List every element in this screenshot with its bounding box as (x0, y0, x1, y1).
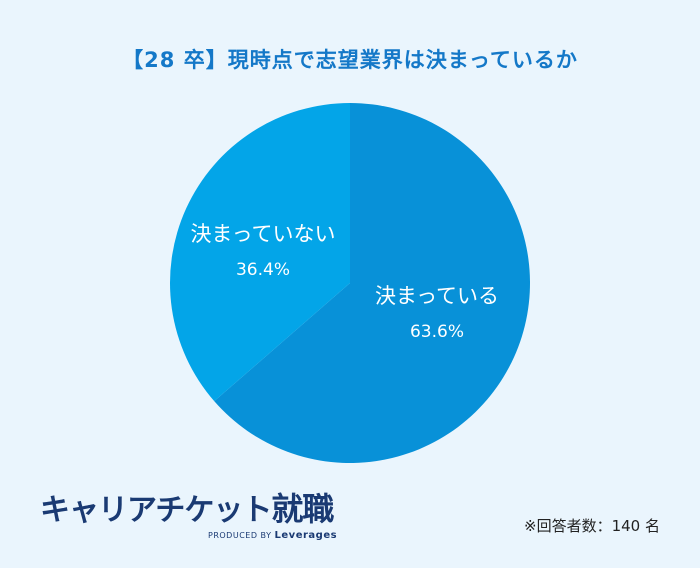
pie-slice-1 (214, 103, 531, 463)
logo-suffix-text: 就職 (271, 490, 334, 528)
slice-value-2: 36.4% (236, 260, 290, 280)
produced-by-text: PRODUCED BY (208, 531, 272, 540)
pie-labels: 決まっている 63.6% 決まっていない 36.4% (190, 222, 499, 342)
slice-label-1: 決まっている (375, 284, 499, 308)
chart-title: 【28 卒】現時点で志望業界は決まっているか (122, 48, 578, 72)
slice-value-1: 63.6% (410, 322, 464, 342)
logo-produced-by: PRODUCED BY Leverages (208, 530, 337, 541)
pie-slice-2 (170, 103, 350, 402)
slice-label-2: 決まっていない (190, 222, 335, 246)
brand-logo: キャリアチケット就職 PRODUCED BY Leverages (40, 490, 337, 541)
logo-main-text: キャリアチケット (40, 493, 272, 528)
company-name: Leverages (274, 530, 338, 541)
logo-wordmark: キャリアチケット就職 (40, 490, 334, 528)
pie-slices (170, 103, 531, 463)
respondent-count-note: ※回答者数：140 名 (524, 517, 660, 535)
